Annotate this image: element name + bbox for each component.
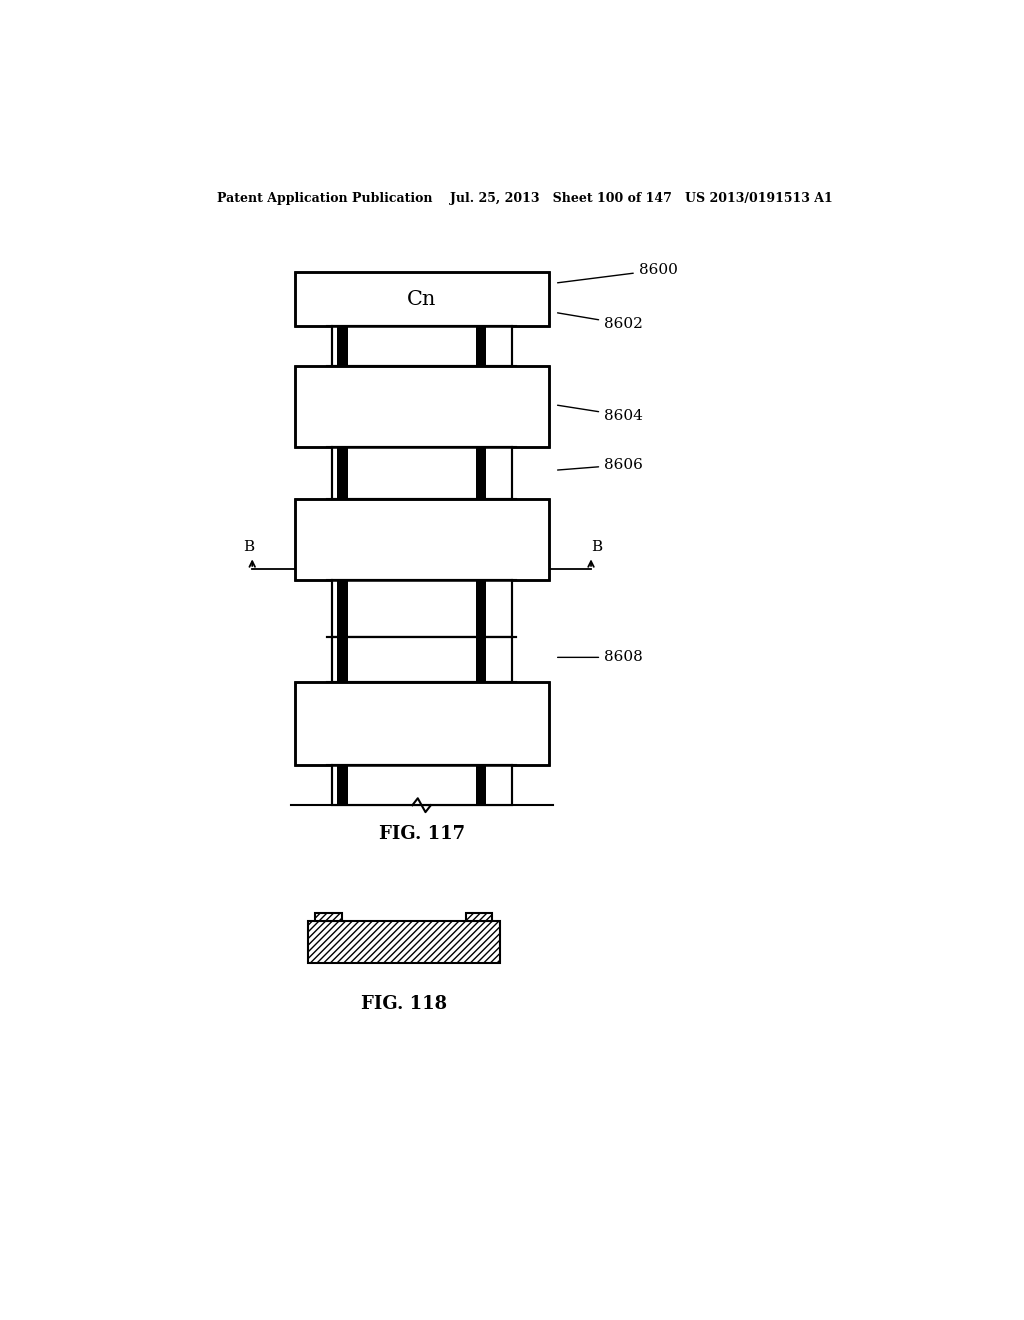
- Bar: [332, 447, 512, 499]
- Text: Bn: Bn: [410, 338, 434, 355]
- Bar: [337, 766, 348, 805]
- Text: B: B: [591, 540, 602, 554]
- Text: 8602: 8602: [557, 313, 643, 331]
- Bar: [295, 682, 549, 766]
- Bar: [295, 272, 549, 326]
- Bar: [295, 499, 549, 581]
- Bar: [295, 499, 549, 581]
- Text: FIG. 118: FIG. 118: [360, 995, 446, 1012]
- Text: Pn...: Pn...: [382, 714, 427, 733]
- Bar: [332, 638, 512, 682]
- Bar: [475, 447, 486, 499]
- Bar: [332, 326, 512, 367]
- Text: Pn: Pn: [392, 397, 418, 416]
- Bar: [295, 367, 549, 447]
- Text: 8608: 8608: [558, 651, 643, 664]
- Bar: [295, 682, 549, 766]
- Bar: [337, 326, 348, 805]
- Bar: [475, 638, 486, 682]
- Text: Bn+1: Bn+1: [396, 651, 447, 669]
- Bar: [295, 499, 549, 581]
- Text: 8604: 8604: [558, 405, 643, 422]
- Text: 8600: 8600: [558, 263, 678, 282]
- Bar: [332, 581, 512, 638]
- Bar: [332, 766, 512, 805]
- Bar: [332, 447, 512, 499]
- Bar: [466, 913, 493, 921]
- Bar: [295, 367, 549, 447]
- Bar: [475, 326, 486, 805]
- Text: Cn: Cn: [407, 290, 436, 309]
- Bar: [295, 367, 549, 447]
- Bar: [337, 638, 348, 682]
- Text: Patent Application Publication    Jul. 25, 2013   Sheet 100 of 147   US 2013/019: Patent Application Publication Jul. 25, …: [217, 191, 833, 205]
- Bar: [337, 447, 348, 499]
- Bar: [295, 272, 549, 326]
- Bar: [332, 581, 512, 638]
- Text: Pn+1: Pn+1: [377, 531, 432, 549]
- Bar: [332, 638, 512, 682]
- Text: B: B: [243, 540, 254, 554]
- Bar: [337, 326, 348, 367]
- Bar: [332, 581, 512, 638]
- Bar: [332, 638, 512, 682]
- Bar: [332, 447, 512, 499]
- Bar: [337, 581, 348, 638]
- Text: FIG. 117: FIG. 117: [379, 825, 465, 843]
- Bar: [475, 581, 486, 638]
- Bar: [307, 921, 500, 964]
- Bar: [315, 913, 342, 921]
- Bar: [332, 326, 512, 367]
- Bar: [295, 682, 549, 766]
- Bar: [332, 766, 512, 805]
- Bar: [332, 326, 512, 367]
- Text: 8606: 8606: [558, 458, 643, 471]
- Bar: [475, 766, 486, 805]
- Bar: [475, 326, 486, 367]
